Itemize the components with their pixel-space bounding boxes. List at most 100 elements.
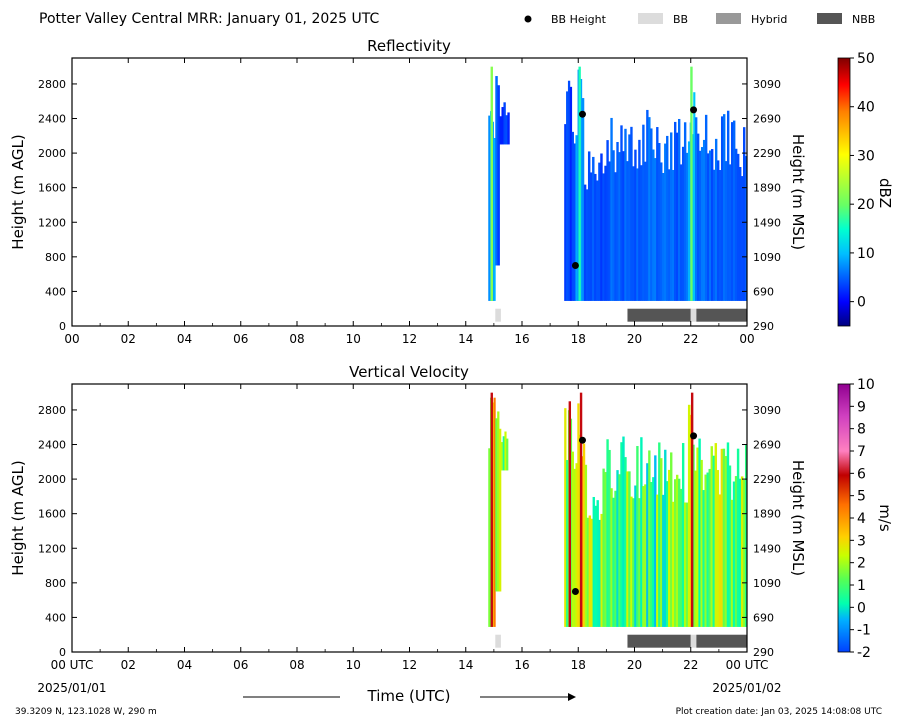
echo-column [683,122,687,301]
echo-column [698,150,702,301]
colorbar-tick-label: 0 [857,295,866,311]
echo-column [676,132,679,301]
echo-column [706,153,710,301]
x-tick-label: 12 [402,658,417,672]
echo-column [488,448,491,627]
y-tick-label: 0 [59,646,66,659]
echo-column [644,484,647,627]
echo-column [566,460,569,627]
echo-column [569,86,573,301]
echo-column [728,465,732,627]
y-tick-label-right: 2290 [753,147,781,160]
echo-column [704,474,707,627]
echo-column [505,115,508,145]
echo-column [583,184,587,301]
echo-column [736,153,740,301]
echo-column [734,148,738,301]
colorbar-tick-label: 30 [857,148,875,164]
colorbar-label: dBZ [876,178,894,208]
echo-column [507,112,510,145]
echo-column [726,442,730,627]
echo-column [566,91,569,301]
bb-type-bar-bb [690,308,697,322]
echo-column [744,444,748,627]
echo-column [710,149,714,301]
y-tick-label: 2400 [38,113,66,126]
y-tick-label-right: 2290 [753,473,781,486]
echo-column [598,519,601,627]
panel-vertical-velocity: Vertical Velocity Height (m AGL) Height … [9,363,894,672]
echo-column [575,463,578,627]
echo-column [602,173,605,301]
creation-date-text: Plot creation date: Jan 03, 2025 14:08:0… [676,707,882,717]
echo-column [696,133,700,301]
y-tick-label-right: 1090 [753,251,781,264]
x-tick-label: 04 [177,658,192,672]
x-tick-label: 12 [402,332,417,346]
y-tick-label: 2400 [38,439,66,452]
echo-column [632,498,635,627]
echo-column [720,116,724,301]
echo-column [694,470,697,627]
bb-height-point [690,432,698,440]
echo-column [677,478,681,627]
echo-column [620,442,623,627]
echo-column [614,490,617,627]
echo-column [670,452,673,627]
x-tick-label: 18 [571,332,586,346]
legend-label-bb-height: BB Height [551,13,607,26]
echo-column [722,448,726,627]
x-tick-label: 00 UTC [51,658,94,672]
echo-column [646,463,649,627]
echo-column [618,152,621,301]
echo-column [743,127,746,301]
echo-column [638,498,641,627]
echo-column [730,122,734,301]
figure-title: Potter Valley Central MRR: January 01, 2… [39,11,379,27]
echo-column [652,477,655,627]
echo-column [664,143,667,301]
echo-column [584,464,588,627]
colorbar-tick-label: 7 [857,444,866,460]
echo-column [714,443,718,627]
y-tick-label: 2800 [38,78,66,91]
colorbar-tick-label: 1 [857,578,866,594]
echo-column [600,153,603,301]
x-tick-label: 16 [514,658,529,672]
echo-core-column [690,66,693,301]
plot-frame [71,57,748,327]
x-tick-label: 18 [571,658,586,672]
bb-height-point [578,436,586,444]
echo-column [654,455,657,627]
bb-height-point [571,261,579,269]
echo-column [585,189,589,301]
echo-column [738,478,742,627]
colorbar-tick-label: 9 [857,399,866,415]
echo-column [594,505,597,627]
echo-column [588,515,592,627]
bb-height-point [571,587,579,595]
colorbar-tick-label: 50 [857,51,875,67]
colorbar-tick-label: 40 [857,100,875,116]
echo-column [628,134,631,301]
echo-column [714,138,718,301]
echo-column [664,449,667,627]
echo-column [598,162,601,301]
echo-column [692,444,695,627]
echo-column [708,468,711,627]
colorbar [837,57,851,327]
x-tick-label: 10 [346,658,361,672]
echo-column [590,518,593,627]
x-tick-label: 10 [346,332,361,346]
echo-column [720,448,724,627]
x-tick-label: 20 [627,332,642,346]
echo-column [622,151,625,301]
y-axis-label-left: Height (m AGL) [9,460,27,575]
echo-column [581,98,585,301]
bb-height-point [690,106,698,114]
echo-column [745,156,748,301]
x-tick-label: 08 [289,332,304,346]
echo-column [700,459,703,627]
echo-column [624,128,627,301]
echo-column [716,160,720,301]
